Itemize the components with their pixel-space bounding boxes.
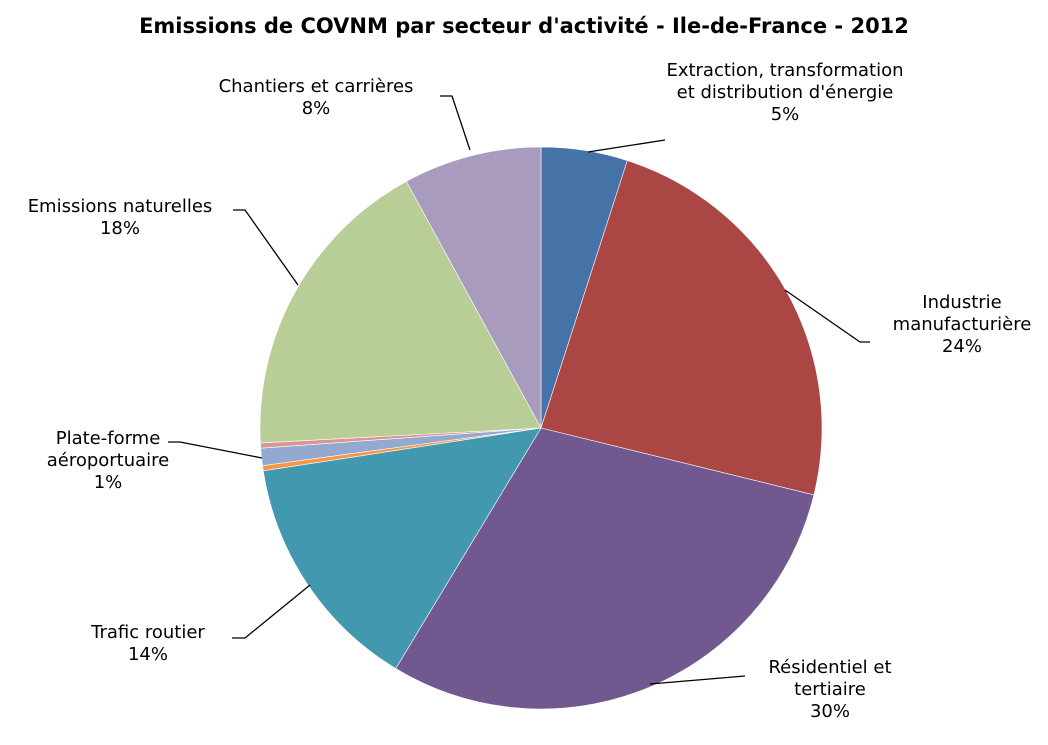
pie-slice bbox=[395, 427, 815, 710]
category-label: Résidentiel et tertiaire bbox=[768, 657, 892, 700]
value-label: 18% bbox=[99, 218, 140, 239]
slice-label: Trafic routier 14% bbox=[48, 622, 248, 666]
slice-label: Résidentiel et tertiaire 30% bbox=[740, 657, 920, 723]
chart-title: Emissions de COVNM par secteur d'activit… bbox=[139, 14, 909, 38]
pie-slice bbox=[262, 427, 542, 669]
value-label: 8% bbox=[301, 98, 331, 119]
leader-line bbox=[168, 441, 263, 459]
leader-line bbox=[587, 139, 666, 153]
slice-label: Chantiers et carrières 8% bbox=[181, 76, 451, 120]
leader-line bbox=[440, 95, 471, 151]
category-label: Chantiers et carrières bbox=[218, 76, 414, 97]
leader-line bbox=[649, 675, 746, 685]
pie-slice bbox=[259, 180, 542, 444]
category-label: Plate-forme aéroportuaire bbox=[46, 428, 170, 471]
slice-label: Plate-forme aéroportuaire 1% bbox=[23, 428, 193, 494]
value-label: 14% bbox=[127, 644, 168, 665]
slice-label: Emissions naturelles 18% bbox=[0, 196, 245, 240]
value-label: 30% bbox=[809, 701, 850, 722]
slice-label: Extraction, transformation et distributi… bbox=[660, 60, 910, 126]
category-label: Extraction, transformation et distributi… bbox=[666, 60, 904, 103]
pie-slice bbox=[405, 146, 542, 429]
category-label: Emissions naturelles bbox=[27, 196, 213, 217]
slice-label: Industrie manufacturière 24% bbox=[870, 292, 1048, 358]
category-label: Industrie manufacturière bbox=[892, 292, 1032, 335]
value-label: 1% bbox=[93, 472, 123, 493]
leader-line bbox=[233, 209, 299, 286]
category-label: Trafic routier bbox=[91, 622, 205, 643]
value-label: 24% bbox=[941, 336, 982, 357]
value-label: 5% bbox=[770, 104, 800, 125]
leader-line bbox=[232, 584, 311, 639]
leader-line bbox=[784, 289, 870, 343]
